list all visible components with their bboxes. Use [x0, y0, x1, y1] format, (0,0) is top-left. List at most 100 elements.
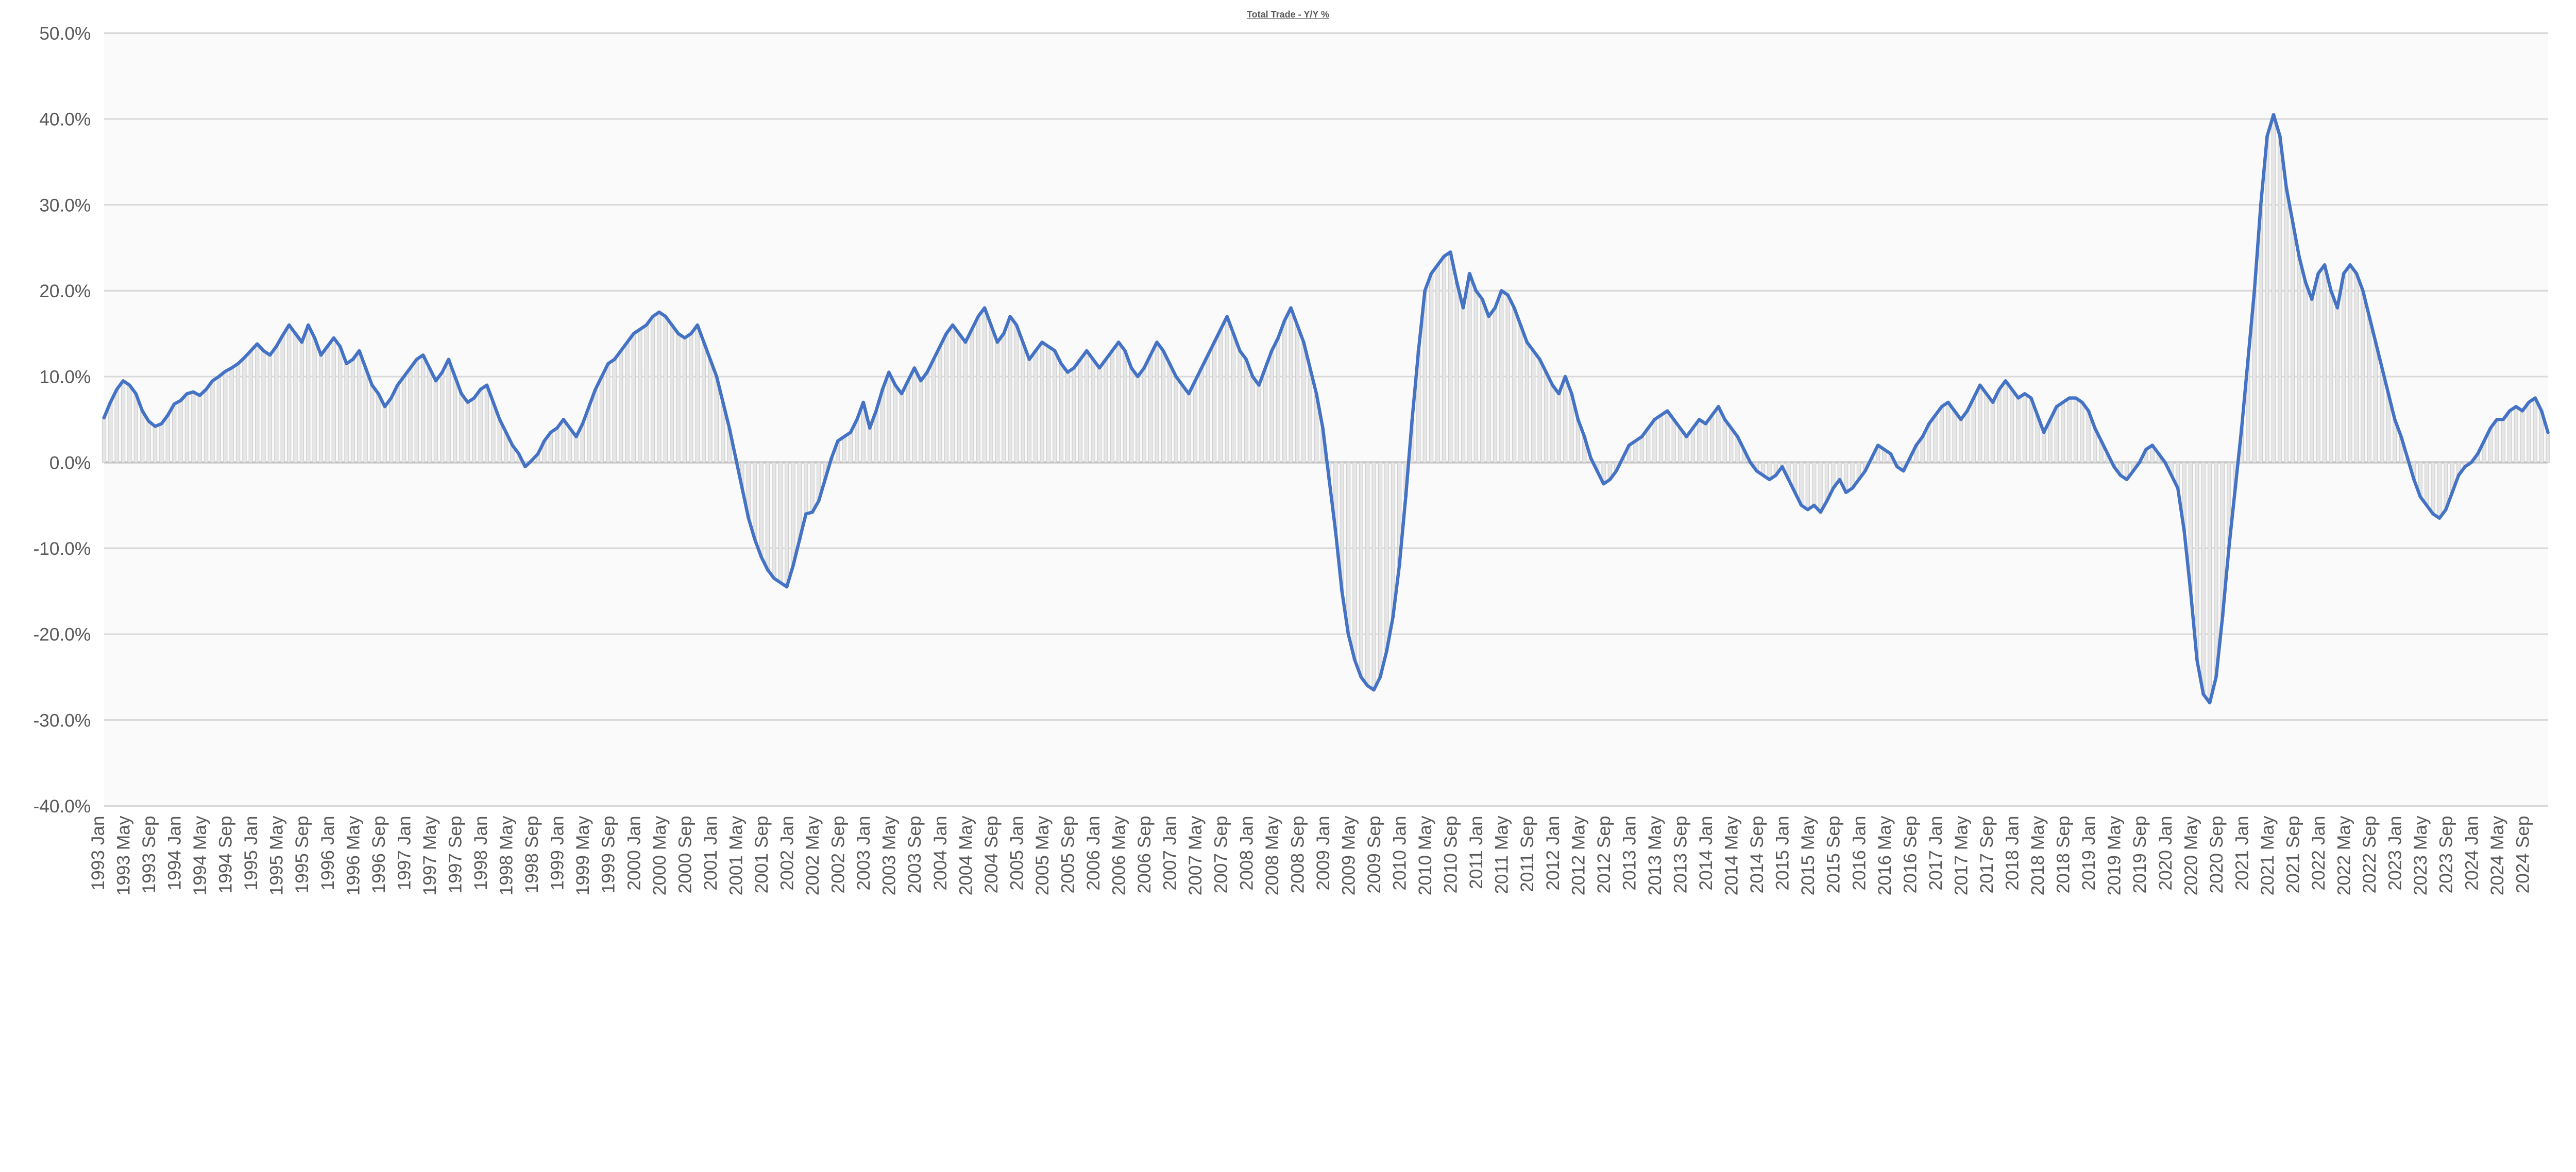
- x-tick-label: 1998 Sep: [522, 816, 542, 893]
- x-tick-label: 1998 Jan: [471, 816, 491, 890]
- x-tick-label: 2006 Jan: [1083, 816, 1104, 890]
- x-tick-label: 2024 May: [2487, 816, 2507, 895]
- x-tick-label: 2018 Jan: [2003, 816, 2023, 890]
- x-tick-label: 2018 May: [2028, 816, 2048, 895]
- x-tick-label: 1998 May: [497, 816, 517, 895]
- x-tick-label: 1996 May: [343, 816, 363, 895]
- x-tick-label: 2011 May: [1492, 816, 1512, 894]
- x-tick-label: 2023 May: [2411, 816, 2431, 895]
- x-tick-label: 2001 Jan: [701, 816, 721, 890]
- x-tick-label: 2016 Sep: [1900, 816, 1920, 893]
- x-tick-label: 1997 Jan: [394, 816, 414, 890]
- y-tick-label: -30.0%: [33, 710, 91, 731]
- x-tick-label: 2001 Sep: [752, 816, 772, 893]
- x-tick-label: 2002 Jan: [777, 816, 798, 890]
- x-tick-label: 2004 Jan: [930, 816, 951, 890]
- x-tick-label: 1993 May: [113, 816, 133, 895]
- x-tick-label: 2014 May: [1722, 816, 1742, 895]
- x-tick-label: 2012 Jan: [1543, 816, 1563, 890]
- y-tick-label: 0.0%: [49, 453, 91, 473]
- x-tick-label: 1993 Sep: [139, 816, 159, 893]
- y-tick-label: 10.0%: [39, 367, 91, 387]
- x-tick-label: 2024 Sep: [2513, 816, 2533, 893]
- x-tick-label: 1994 Jan: [165, 816, 185, 890]
- y-tick-label: -20.0%: [33, 625, 91, 645]
- chart-container: Total Trade - Y/Y % -40.0%-30.0%-20.0%-1…: [0, 0, 2576, 950]
- x-tick-label: 2013 Sep: [1670, 816, 1690, 893]
- x-tick-label: 1996 Sep: [369, 816, 389, 893]
- x-tick-label: 2001 May: [726, 816, 746, 895]
- x-tick-label: 2023 Sep: [2436, 816, 2456, 893]
- x-tick-label: 2002 Sep: [828, 816, 849, 893]
- x-tick-label: 2021 Jan: [2232, 816, 2252, 890]
- chart-svg: -40.0% -30.0% -20.0% -10.0% 0.0% 10.0% 20.0% 30…: [8, 23, 2568, 948]
- x-tick-label: 2006 May: [1109, 816, 1129, 895]
- x-tick-label: 2002 May: [803, 816, 823, 895]
- x-tick-label: 1995 May: [267, 816, 287, 895]
- x-tick-label: 2014 Sep: [1747, 816, 1767, 893]
- x-tick-label: 2011 Jan: [1466, 816, 1486, 889]
- x-tick-label: 2008 Sep: [1287, 816, 1308, 893]
- x-tick-label: 2005 Sep: [1058, 816, 1078, 893]
- x-tick-label: 2016 Jan: [1849, 816, 1869, 890]
- x-tick-label: 2022 Sep: [2360, 816, 2380, 893]
- x-tick-label: 2021 May: [2258, 816, 2278, 895]
- x-tick-label: 1993 Jan: [88, 816, 108, 890]
- y-tick-label: -10.0%: [33, 539, 91, 559]
- x-tick-label: 2019 Jan: [2079, 816, 2099, 890]
- x-tick-label: 2006 Sep: [1134, 816, 1155, 893]
- x-tick-label: 2019 Sep: [2130, 816, 2150, 893]
- x-tick-label: 2015 May: [1798, 816, 1818, 895]
- x-tick-label: 2007 Jan: [1160, 816, 1180, 890]
- x-tick-label: 2020 May: [2181, 816, 2201, 895]
- x-tick-label: 2017 Sep: [1977, 816, 1997, 893]
- x-tick-label: 2007 May: [1185, 816, 1206, 895]
- x-tick-label: 2007 Sep: [1211, 816, 1231, 893]
- x-tick-label: 2012 May: [1568, 816, 1588, 895]
- x-tick-label: 2016 May: [1875, 816, 1895, 895]
- x-tick-label: 2020 Sep: [2207, 816, 2227, 893]
- x-tick-label: 2020 Jan: [2156, 816, 2176, 890]
- x-tick-label: 1994 Sep: [216, 816, 236, 893]
- x-tick-label: 2022 May: [2334, 816, 2354, 895]
- x-tick-label: 2019 May: [2105, 816, 2125, 895]
- y-tick-label: 40.0%: [39, 110, 91, 130]
- x-tick-label: 2003 Sep: [905, 816, 925, 893]
- x-tick-label: 2003 Jan: [854, 816, 874, 890]
- x-tick-label: 2015 Sep: [1824, 816, 1844, 893]
- x-tick-label: 2011 Sep: [1517, 816, 1537, 892]
- plot-area: -40.0% -30.0% -20.0% -10.0% 0.0% 10.0% 20.0% 30…: [8, 23, 2568, 948]
- y-tick-label: 50.0%: [39, 24, 91, 44]
- x-tick-label: 1995 Sep: [292, 816, 312, 893]
- x-tick-label: 2013 May: [1645, 816, 1665, 895]
- y-tick-label: 20.0%: [39, 281, 91, 301]
- x-tick-label: 2013 Jan: [1619, 816, 1639, 890]
- x-tick-label: 2008 Jan: [1236, 816, 1257, 890]
- x-axis-labels: 1993 Jan1993 May 1993 Sep 1994 Jan1994 May…: [88, 816, 2533, 895]
- x-tick-label: 2012 Sep: [1594, 816, 1614, 893]
- x-tick-label: 2014 Jan: [1696, 816, 1716, 890]
- x-tick-label: 2003 May: [879, 816, 900, 895]
- x-tick-label: 2017 May: [1951, 816, 1971, 895]
- x-tick-label: 1997 Sep: [445, 816, 465, 893]
- x-tick-label: 2010 May: [1415, 816, 1435, 895]
- x-tick-label: 2004 Sep: [981, 816, 1002, 893]
- x-tick-label: 1997 May: [420, 816, 440, 895]
- x-tick-label: 1995 Jan: [241, 816, 261, 890]
- x-tick-label: 2008 May: [1262, 816, 1282, 895]
- x-tick-label: 2005 May: [1032, 816, 1053, 895]
- x-tick-label: 2015 Jan: [1773, 816, 1793, 890]
- y-tick-label: -40.0%: [33, 796, 91, 817]
- x-tick-label: 1994 May: [190, 816, 210, 895]
- y-tick-label: 30.0%: [39, 195, 91, 215]
- x-tick-label: 2024 Jan: [2462, 816, 2482, 890]
- x-tick-label: 2010 Jan: [1390, 816, 1410, 890]
- x-tick-label: 2005 Jan: [1007, 816, 1027, 890]
- x-tick-label: 1999 May: [573, 816, 593, 895]
- x-tick-label: 2009 Sep: [1364, 816, 1384, 893]
- x-tick-label: 2000 Sep: [675, 816, 695, 893]
- x-tick-label: 1999 Sep: [599, 816, 619, 893]
- x-tick-label: 2010 Sep: [1441, 816, 1461, 893]
- x-tick-label: 2017 Jan: [1926, 816, 1946, 890]
- x-tick-label: 1996 Jan: [318, 816, 338, 890]
